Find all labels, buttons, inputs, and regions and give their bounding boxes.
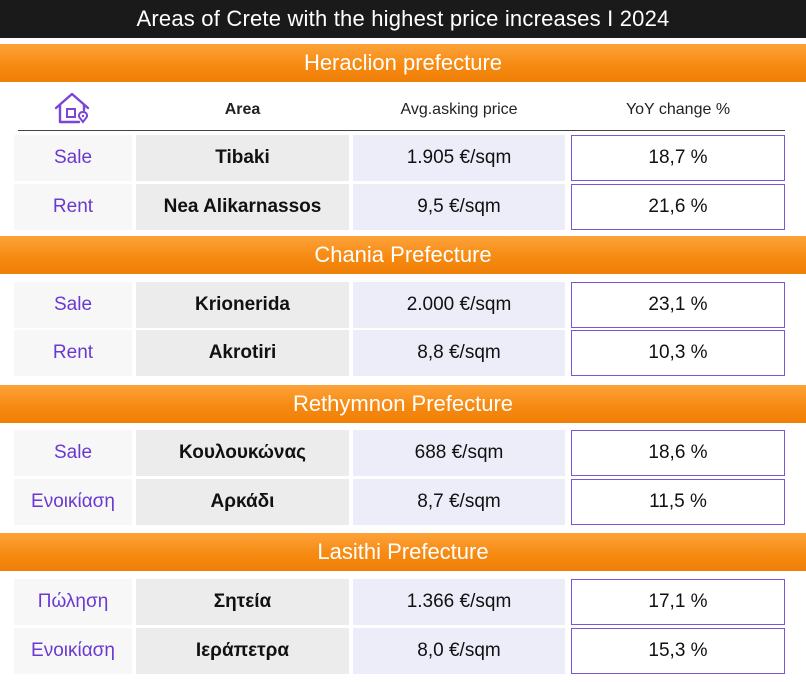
area-name: Akrotiri xyxy=(136,330,349,376)
section-header-heraclion: Heraclion prefecture xyxy=(0,44,806,82)
area-name: Σητεία xyxy=(136,579,349,625)
yoy-change: 21,6 % xyxy=(571,184,785,230)
listing-type: Ενοικίαση xyxy=(14,479,132,525)
listing-type: Sale xyxy=(14,282,132,328)
asking-price: 688 €/sqm xyxy=(353,430,565,476)
asking-price: 9,5 €/sqm xyxy=(353,184,565,230)
table-row: Πώληση Σητεία 1.366 €/sqm 17,1 % xyxy=(0,579,806,625)
table-row: Ενοικίαση Αρκάδι 8,7 €/sqm 11,5 % xyxy=(0,479,806,525)
listing-type: Sale xyxy=(14,135,132,181)
yoy-change: 18,7 % xyxy=(571,135,785,181)
yoy-change: 10,3 % xyxy=(571,330,785,376)
table-row: Ενοικίαση Ιεράπετρα 8,0 €/sqm 15,3 % xyxy=(0,628,806,674)
asking-price: 8,0 €/sqm xyxy=(353,628,565,674)
yoy-change: 11,5 % xyxy=(571,479,785,525)
column-header-price: Avg.asking price xyxy=(400,101,518,118)
asking-price: 8,7 €/sqm xyxy=(353,479,565,525)
listing-type: Sale xyxy=(14,430,132,476)
table-row: Sale Krionerida 2.000 €/sqm 23,1 % xyxy=(0,282,806,328)
area-name: Krionerida xyxy=(136,282,349,328)
page-title: Areas of Crete with the highest price in… xyxy=(0,0,806,38)
section-header-chania: Chania Prefecture xyxy=(0,236,806,274)
house-icon xyxy=(54,92,90,124)
yoy-change: 17,1 % xyxy=(571,579,785,625)
listing-type: Ενοικίαση xyxy=(14,628,132,674)
listing-type: Πώληση xyxy=(14,579,132,625)
area-name: Αρκάδι xyxy=(136,479,349,525)
yoy-change: 15,3 % xyxy=(571,628,785,674)
area-name: Κουλουκώνας xyxy=(136,430,349,476)
area-name: Nea Alikarnassos xyxy=(136,184,349,230)
header-divider xyxy=(18,130,785,131)
listing-type: Rent xyxy=(14,330,132,376)
asking-price: 2.000 €/sqm xyxy=(353,282,565,328)
area-name: Tibaki xyxy=(136,135,349,181)
asking-price: 1.905 €/sqm xyxy=(353,135,565,181)
section-header-rethymnon: Rethymnon Prefecture xyxy=(0,385,806,423)
column-header-area: Area xyxy=(224,101,261,118)
asking-price: 1.366 €/sqm xyxy=(353,579,565,625)
yoy-change: 18,6 % xyxy=(571,430,785,476)
table-row: Sale Tibaki 1.905 €/sqm 18,7 % xyxy=(0,135,806,181)
area-name: Ιεράπετρα xyxy=(136,628,349,674)
asking-price: 8,8 €/sqm xyxy=(353,330,565,376)
table-row: Sale Κουλουκώνας 688 €/sqm 18,6 % xyxy=(0,430,806,476)
listing-type: Rent xyxy=(14,184,132,230)
column-header-yoy: YoY change % xyxy=(625,101,731,118)
table-row: Rent Akrotiri 8,8 €/sqm 10,3 % xyxy=(0,330,806,376)
section-header-lasithi: Lasithi Prefecture xyxy=(0,533,806,571)
table-row: Rent Nea Alikarnassos 9,5 €/sqm 21,6 % xyxy=(0,184,806,230)
yoy-change: 23,1 % xyxy=(571,282,785,328)
